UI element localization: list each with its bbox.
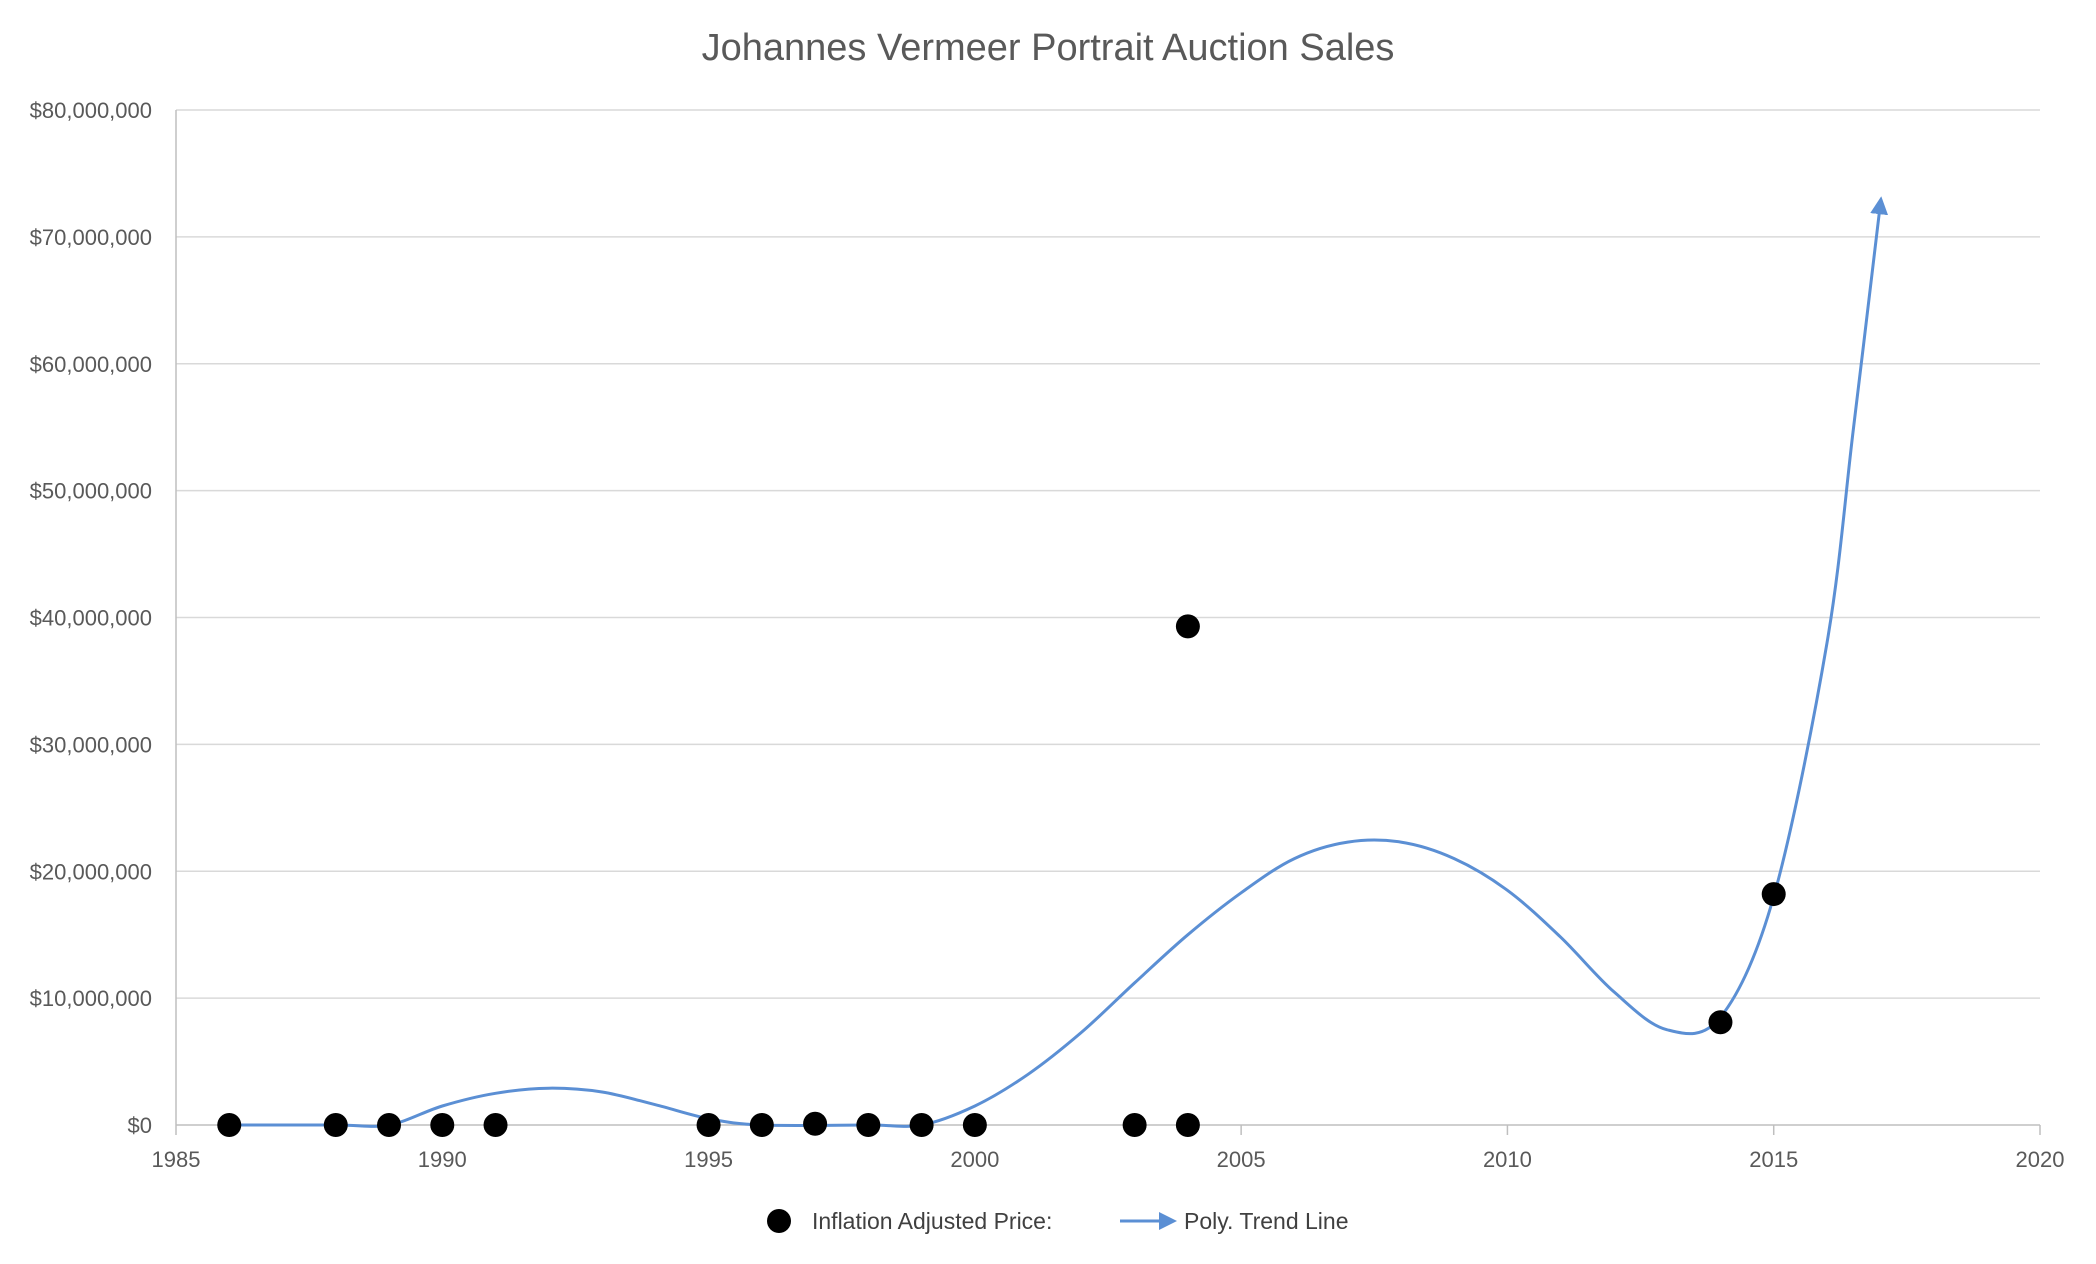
data-point-5 <box>696 1113 721 1137</box>
data-point-8 <box>856 1113 881 1137</box>
trend-line-series <box>229 196 1889 1128</box>
x-axis-tick-labels: 1985 1990 1995 2000 2005 2010 2015 2020 <box>152 1147 2065 1172</box>
axes <box>175 110 2041 1135</box>
x-tick-label: 2020 <box>2016 1147 2065 1172</box>
data-point-1 <box>323 1113 348 1137</box>
x-tick-label: 2000 <box>950 1147 999 1172</box>
data-point-2 <box>377 1113 402 1137</box>
data-point-3 <box>430 1113 455 1137</box>
gridlines <box>176 109 2040 999</box>
data-point-14 <box>1708 1010 1733 1035</box>
legend-label-inflation-adjusted-price: Inflation Adjusted Price: <box>812 1208 1052 1234</box>
chart-title: Johannes Vermeer Portrait Auction Sales <box>702 27 1395 69</box>
x-tick-label: 1995 <box>684 1147 733 1172</box>
data-point-12 <box>1175 1113 1200 1137</box>
scatter-series <box>217 614 1786 1137</box>
y-tick-label: $0 <box>128 1113 152 1138</box>
y-tick-label: $60,000,000 <box>30 352 152 377</box>
legend-marker-inflation-adjusted-price <box>767 1209 791 1233</box>
x-tick-label: 2010 <box>1483 1147 1532 1172</box>
y-axis-tick-labels: $0 $10,000,000 $20,000,000 $30,000,000 $40,0… <box>30 98 152 1138</box>
y-tick-label: $50,000,000 <box>30 479 152 504</box>
data-point-4 <box>483 1113 508 1137</box>
data-point-9 <box>909 1113 934 1137</box>
y-tick-label: $70,000,000 <box>30 225 152 250</box>
x-tick-label: 1985 <box>152 1147 201 1172</box>
legend-label-poly-trend-line: Poly. Trend Line <box>1184 1208 1349 1234</box>
y-tick-label: $10,000,000 <box>30 986 152 1011</box>
y-tick-label: $80,000,000 <box>30 98 152 123</box>
legend: Inflation Adjusted Price: Poly. Trend Li… <box>767 1208 1349 1234</box>
y-tick-label: $20,000,000 <box>30 859 152 884</box>
y-tick-label: $30,000,000 <box>30 732 152 757</box>
x-tick-label: 2015 <box>1749 1147 1798 1172</box>
data-point-10 <box>962 1113 987 1137</box>
y-tick-label: $40,000,000 <box>30 606 152 631</box>
data-point-15 <box>1761 882 1786 907</box>
data-point-7 <box>803 1111 828 1136</box>
x-tick-label: 2005 <box>1217 1147 1266 1172</box>
data-point-0 <box>217 1113 242 1137</box>
trend-line <box>229 196 1889 1128</box>
data-point-6 <box>749 1113 774 1137</box>
data-point-13 <box>1175 614 1200 639</box>
x-tick-label: 1990 <box>418 1147 467 1172</box>
data-point-11 <box>1122 1113 1147 1137</box>
